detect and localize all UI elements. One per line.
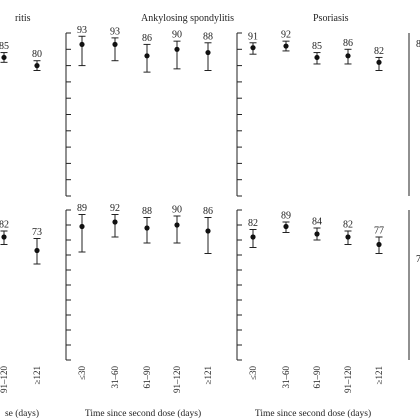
- x-tick-label: ≥121: [32, 366, 42, 384]
- x-tick-label: 91–120: [0, 366, 9, 394]
- data-label: 88: [203, 31, 213, 42]
- data-label: 85: [0, 41, 9, 52]
- data-label: 73: [32, 227, 42, 238]
- edge-label-bottom: 7: [416, 254, 420, 265]
- data-point: [314, 54, 320, 61]
- data-label: 82: [248, 218, 258, 229]
- x-tick-label: 91–120: [343, 366, 353, 394]
- data-point: [205, 49, 211, 56]
- data-label: 92: [281, 30, 291, 41]
- data-point: [376, 241, 382, 248]
- x-axis-label: Time since second dose (days): [85, 408, 201, 419]
- data-label: 89: [281, 211, 291, 222]
- x-tick-label: 61–90: [312, 366, 322, 389]
- data-point: [79, 223, 85, 230]
- data-point: [283, 223, 289, 230]
- data-point: [144, 53, 150, 59]
- x-tick-label: ≥121: [203, 366, 213, 384]
- data-label: 88: [142, 206, 152, 217]
- x-axis-label: se (days): [5, 408, 39, 419]
- data-label: 89: [77, 203, 87, 214]
- data-point: [1, 54, 7, 61]
- data-point: [314, 231, 320, 237]
- data-label: 90: [172, 30, 182, 41]
- panel-title: Ankylosing spondylitis: [141, 13, 234, 24]
- data-point: [79, 41, 85, 48]
- x-tick-label: 91–120: [172, 366, 182, 394]
- data-label: 86: [343, 38, 353, 49]
- x-axis-label: Time since second dose (days): [255, 408, 371, 419]
- data-label: 90: [172, 205, 182, 216]
- data-label: 77: [374, 226, 384, 237]
- data-label: 85: [312, 41, 322, 52]
- x-tick-label: ≤30: [248, 366, 258, 380]
- data-label: 84: [312, 217, 322, 228]
- x-tick-label: ≥121: [374, 366, 384, 384]
- data-point: [34, 247, 40, 254]
- x-tick-label: ≤30: [77, 366, 87, 380]
- data-point: [250, 45, 256, 51]
- data-label: 86: [203, 206, 213, 217]
- data-point: [283, 43, 289, 49]
- data-label: 80: [32, 49, 42, 60]
- data-point: [205, 228, 211, 234]
- data-point: [144, 225, 150, 231]
- data-label: 86: [142, 33, 152, 44]
- data-label: 93: [77, 25, 87, 36]
- data-point: [34, 63, 40, 69]
- data-label: 91: [248, 31, 258, 42]
- data-label: 82: [374, 46, 384, 57]
- data-point: [112, 219, 118, 225]
- x-tick-label: 31–60: [281, 366, 291, 389]
- data-point: [345, 234, 351, 240]
- data-label: 92: [110, 203, 120, 214]
- data-point: [112, 41, 118, 48]
- data-label: 82: [343, 220, 353, 231]
- panel-title: Psoriasis: [313, 13, 349, 24]
- edge-label-top: 8: [416, 39, 420, 50]
- data-label: 93: [110, 26, 120, 37]
- data-point: [174, 46, 180, 52]
- panel-title: ritis: [15, 13, 31, 24]
- data-point: [345, 53, 351, 59]
- data-point: [376, 59, 382, 65]
- data-label: 82: [0, 220, 9, 231]
- data-point: [1, 234, 7, 240]
- data-point: [174, 222, 180, 228]
- x-tick-label: 31–60: [110, 366, 120, 389]
- x-tick-label: 61–90: [142, 366, 152, 389]
- data-point: [250, 234, 256, 240]
